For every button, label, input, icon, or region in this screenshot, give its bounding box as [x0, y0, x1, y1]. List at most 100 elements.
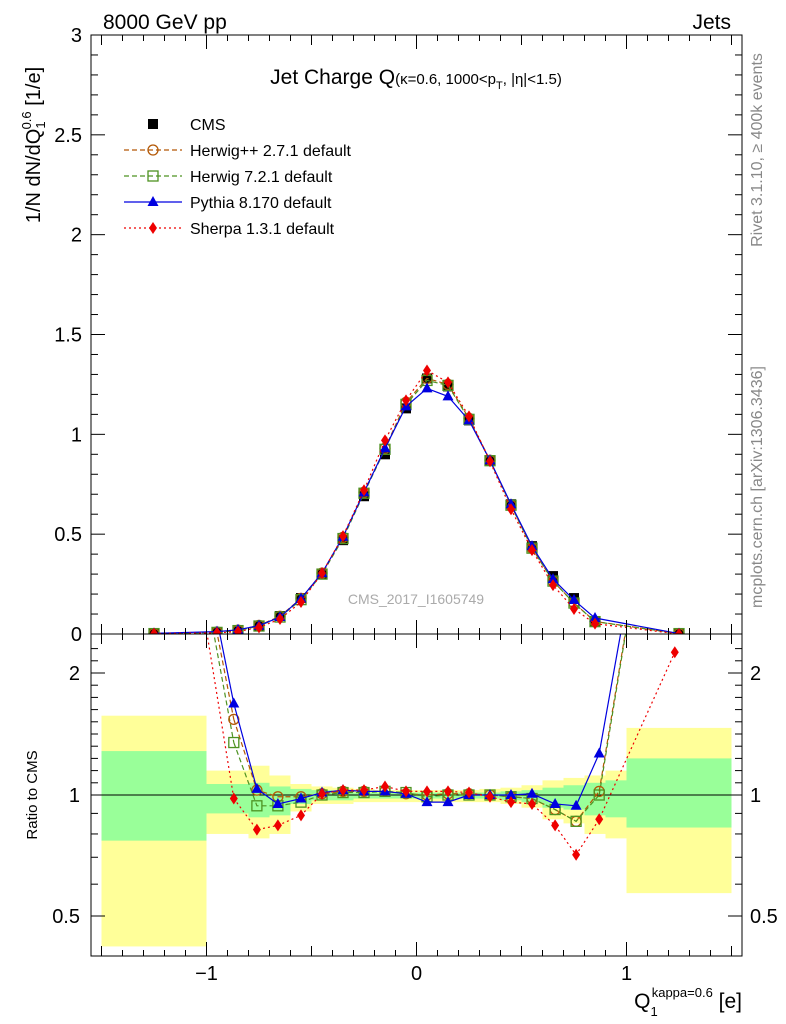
data-point	[234, 625, 242, 634]
x-tick-labels: −1 0 1	[195, 963, 632, 985]
ratio-data-point	[486, 790, 494, 803]
y-tick-label-right: 1	[750, 785, 761, 807]
y-tick-label: 0	[71, 624, 82, 646]
ratio-data-point	[318, 787, 326, 800]
ratio-uncertainty-bands	[101, 715, 732, 947]
x-label-unit: [e]	[713, 990, 742, 1013]
ratio-y-tick-labels: 0.5 0.5 1 1 2 2	[52, 663, 778, 928]
data-point	[213, 626, 221, 634]
legend-item-herwig-7-2-1-default: Herwig 7.2.1 default	[124, 169, 333, 186]
offscale-line	[219, 634, 235, 704]
offscale-line	[598, 634, 622, 754]
legend-marker	[148, 119, 158, 129]
data-point	[528, 544, 536, 557]
data-point	[379, 442, 391, 453]
ratio-data-point	[505, 789, 517, 799]
ratio-data-point	[442, 796, 454, 807]
main-y-tick-labels: 0 0.5 1 1.5 2 2.5 3	[54, 25, 82, 646]
main-title-sub: T	[496, 80, 503, 92]
data-point	[381, 434, 389, 447]
green-band-bin	[563, 785, 585, 810]
data-point	[255, 621, 263, 634]
offscale-line	[598, 634, 627, 796]
ratio-panel: 0.5 0.51 12 2 −1 0 1 Ratio to CMS Q1kappa=0.6…	[24, 633, 778, 1019]
main-y-label-sup: 0.6	[19, 111, 34, 129]
ratio-data-point	[228, 736, 240, 749]
main-panel: 0 0.5 1 1.5 2 2.5 3 CMS_2017_I1605749 Jet Char…	[19, 25, 743, 646]
ratio-data-point	[273, 819, 282, 832]
legend-marker	[147, 144, 159, 156]
ratio-ticks	[91, 634, 742, 956]
legend-label: Sherpa 1.3.1 default	[190, 221, 335, 238]
legend-marker	[147, 196, 159, 206]
ratio-data-point	[465, 786, 473, 799]
ratio-data-point	[228, 713, 240, 726]
main-y-axis-label: 1/N dN/dQ10.6 [1/e]	[19, 67, 48, 223]
main-y-label-text: 1/N dN/dQ	[23, 129, 45, 223]
data-point	[589, 612, 601, 623]
watermark: CMS_2017_I1605749	[348, 591, 484, 607]
ratio-series-sherpa-1-3-1-default	[229, 646, 679, 861]
ratio-data-point	[295, 792, 307, 803]
main-y-label-sub: 1	[33, 121, 48, 128]
legend-marker	[147, 170, 159, 182]
header-process-label: Jets	[692, 11, 731, 34]
y-tick-label-right: 0.5	[750, 906, 778, 928]
ratio-data-point	[595, 813, 604, 826]
ratio-data-point	[507, 796, 515, 809]
ratio-data-point	[572, 848, 581, 861]
data-point	[276, 613, 284, 626]
y-tick-label: 0.5	[54, 524, 82, 546]
rivet-version-label: Rivet 3.1.10, ≥ 400k events	[749, 53, 766, 247]
ratio-series-line	[233, 742, 600, 823]
ratio-data-point	[251, 782, 263, 793]
y-tick-label: 2	[69, 663, 80, 685]
legend-marker	[149, 222, 157, 234]
data-point	[360, 484, 368, 497]
main-title-tail: , |η|<1.5)	[503, 71, 562, 88]
ratio-data-point	[570, 799, 582, 810]
data-point	[549, 579, 557, 592]
data-point	[591, 617, 599, 630]
main-title: Jet Charge Q(κ=0.6, 1000<pT, |η|<1.5)	[270, 66, 562, 92]
data-point	[297, 596, 305, 609]
ratio-data-point	[252, 823, 261, 836]
ratio-y-axis-label: Ratio to CMS	[24, 750, 41, 839]
series-sherpa-1-3-1-default	[150, 364, 683, 634]
y-tick-label: 2.5	[54, 125, 82, 147]
legend: CMS Herwig++ 2.7.1 default Herwig 7.2.1 de…	[124, 117, 352, 238]
data-point	[442, 390, 454, 401]
data-point	[568, 594, 580, 605]
data-point	[570, 603, 578, 616]
data-point	[423, 364, 431, 377]
data-point	[675, 628, 683, 634]
data-point	[421, 382, 433, 393]
ratio-data-point	[444, 785, 452, 798]
y-tick-label: 1	[69, 785, 80, 807]
main-ticks	[91, 34, 742, 635]
data-point	[150, 627, 158, 634]
main-y-label-unit: [1/e]	[23, 67, 45, 111]
x-label-sub: 1	[650, 1004, 657, 1019]
ratio-data-point	[339, 784, 347, 797]
ratio-data-point	[670, 646, 679, 659]
legend-item-herwig-2-7-1-default: Herwig++ 2.7.1 default	[124, 143, 352, 160]
legend-label: Herwig 7.2.1 default	[190, 169, 333, 186]
ratio-data-point	[551, 819, 560, 832]
ratio-data-point	[421, 796, 433, 807]
ratio-data-point	[228, 697, 240, 708]
green-band-bin	[206, 784, 228, 814]
data-point	[486, 455, 494, 468]
main-title-text: Jet Charge Q	[270, 66, 395, 89]
y-tick-label: 1	[71, 424, 82, 446]
y-tick-label: 1.5	[54, 325, 82, 347]
ratio-data-point	[251, 800, 263, 812]
ratio-data-point	[549, 797, 561, 808]
ratio-series-layer	[206, 634, 679, 861]
data-point	[507, 503, 515, 516]
x-label-sup: kappa=0.6	[652, 985, 713, 1000]
ratio-data-point	[381, 780, 389, 793]
ratio-data-point	[402, 785, 410, 798]
offscale-line	[213, 634, 235, 743]
